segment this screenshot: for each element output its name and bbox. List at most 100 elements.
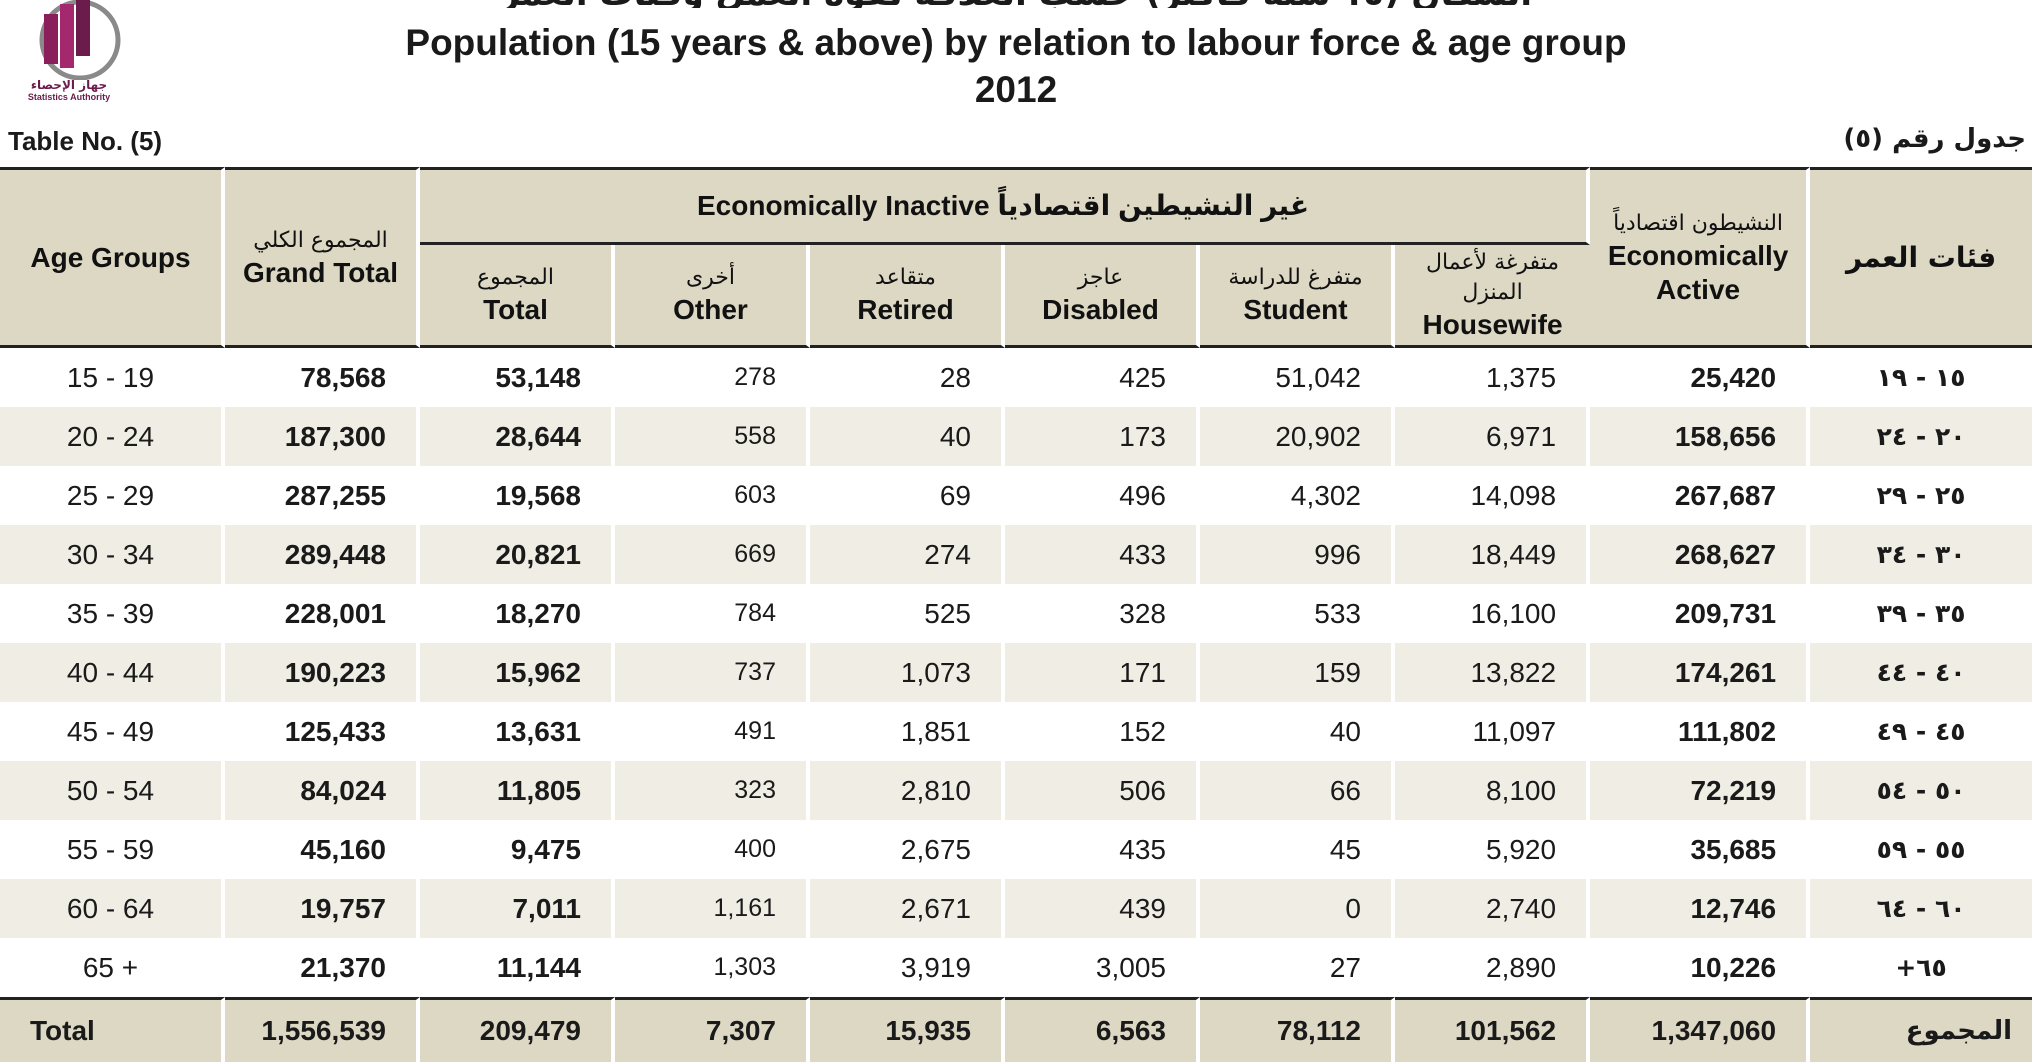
cell-age-group-ar: ٤٥ - ٤٩ xyxy=(1810,702,2032,761)
cell-student: 996 xyxy=(1200,525,1395,584)
totals-student: 78,112 xyxy=(1200,997,1395,1062)
cell-student: 51,042 xyxy=(1200,348,1395,407)
cell-age-group-ar: ٣٥ - ٣٩ xyxy=(1810,584,2032,643)
cell-disabled: 152 xyxy=(1005,702,1200,761)
cell-economically-active: 268,627 xyxy=(1590,525,1811,584)
totals-housewife: 101,562 xyxy=(1395,997,1591,1062)
cell-retired: 40 xyxy=(810,407,1005,466)
cell-age-group-ar: ٢٠ - ٢٤ xyxy=(1810,407,2032,466)
table-row: 25 - 29 287,255 19,568 603 69 496 4,302 14,098 2… xyxy=(0,466,2032,525)
cell-housewife: 1,375 xyxy=(1395,348,1591,407)
cell-disabled: 328 xyxy=(1005,584,1200,643)
cell-other: 558 xyxy=(615,407,810,466)
cell-student: 27 xyxy=(1200,938,1395,997)
cell-housewife: 2,890 xyxy=(1395,938,1591,997)
cell-retired: 2,675 xyxy=(810,820,1005,879)
cell-housewife: 6,971 xyxy=(1395,407,1591,466)
cell-housewife: 16,100 xyxy=(1395,584,1591,643)
table-row: 40 - 44 190,223 15,962 737 1,073 171 159 13,822… xyxy=(0,643,2032,702)
cell-total: 13,631 xyxy=(420,702,615,761)
cell-disabled: 506 xyxy=(1005,761,1200,820)
cell-total: 28,644 xyxy=(420,407,615,466)
table-number-ar: جدول رقم (٥) xyxy=(1843,124,2026,154)
cell-grand-total: 190,223 xyxy=(225,643,420,702)
col-header-age-groups-ar: فئات العمر xyxy=(1810,167,2032,348)
cell-grand-total: 21,370 xyxy=(225,938,420,997)
totals-label-ar: المجموع xyxy=(1810,997,2032,1062)
cell-student: 159 xyxy=(1200,643,1395,702)
cell-grand-total: 187,300 xyxy=(225,407,420,466)
table-row: 30 - 34 289,448 20,821 669 274 433 996 18,449 26… xyxy=(0,525,2032,584)
cell-grand-total: 84,024 xyxy=(225,761,420,820)
cell-economically-active: 25,420 xyxy=(1590,348,1811,407)
cell-economically-active: 174,261 xyxy=(1590,643,1811,702)
cell-age-group: 65 + xyxy=(0,938,225,997)
cell-retired: 2,671 xyxy=(810,879,1005,938)
cell-other: 1,303 xyxy=(615,938,810,997)
cell-total: 18,270 xyxy=(420,584,615,643)
cell-age-group-ar: ٥٥ - ٥٩ xyxy=(1810,820,2032,879)
cell-grand-total: 78,568 xyxy=(225,348,420,407)
cell-disabled: 439 xyxy=(1005,879,1200,938)
cell-disabled: 433 xyxy=(1005,525,1200,584)
cell-other: 323 xyxy=(615,761,810,820)
cell-total: 20,821 xyxy=(420,525,615,584)
cell-economically-active: 158,656 xyxy=(1590,407,1811,466)
cell-economically-active: 35,685 xyxy=(1590,820,1811,879)
population-table: Age Groups المجموع الكلي Grand Total Eco… xyxy=(0,167,2032,1062)
cell-age-group: 20 - 24 xyxy=(0,407,225,466)
cell-age-group-ar: ٤٠ - ٤٤ xyxy=(1810,643,2032,702)
cell-housewife: 8,100 xyxy=(1395,761,1591,820)
cell-age-group: 60 - 64 xyxy=(0,879,225,938)
table-row: 50 - 54 84,024 11,805 323 2,810 506 66 8,100 72,… xyxy=(0,761,2032,820)
table-body: 15 - 19 78,568 53,148 278 28 425 51,042 1,375 25… xyxy=(0,348,2032,997)
totals-total: 209,479 xyxy=(420,997,615,1062)
cell-grand-total: 19,757 xyxy=(225,879,420,938)
cell-economically-active: 267,687 xyxy=(1590,466,1811,525)
logo-label-ar: جهاز الإحصاء xyxy=(30,78,108,92)
table-row: 55 - 59 45,160 9,475 400 2,675 435 45 5,920 35,6… xyxy=(0,820,2032,879)
cell-housewife: 14,098 xyxy=(1395,466,1591,525)
totals-retired: 15,935 xyxy=(810,997,1005,1062)
cell-grand-total: 287,255 xyxy=(225,466,420,525)
col-header-age-groups: Age Groups xyxy=(0,167,225,348)
cell-student: 40 xyxy=(1200,702,1395,761)
cell-age-group: 25 - 29 xyxy=(0,466,225,525)
cell-retired: 3,919 xyxy=(810,938,1005,997)
table-row: 35 - 39 228,001 18,270 784 525 328 533 16,100 20… xyxy=(0,584,2032,643)
col-header-other: أخرى Other xyxy=(615,245,810,348)
cell-housewife: 18,449 xyxy=(1395,525,1591,584)
table-row: 65 +21,370 11,144 1,303 3,919 3,005 27 2,890 10… xyxy=(0,938,2032,997)
cell-retired: 69 xyxy=(810,466,1005,525)
totals-active: 1,347,060 xyxy=(1590,997,1811,1062)
cell-age-group: 35 - 39 xyxy=(0,584,225,643)
cell-total: 15,962 xyxy=(420,643,615,702)
cell-economically-active: 12,746 xyxy=(1590,879,1811,938)
logo-label-en: Statistics Authority xyxy=(27,92,111,102)
statistics-authority-logo: جهاز الإحصاء Statistics Authority xyxy=(14,0,124,104)
cell-age-group-ar: ١٥ - ١٩ xyxy=(1810,348,2032,407)
cell-age-group-ar: ٥٠ - ٥٤ xyxy=(1810,761,2032,820)
cell-other: 491 xyxy=(615,702,810,761)
cell-retired: 28 xyxy=(810,348,1005,407)
totals-row: Total 1,556,539 209,479 7,307 15,935 6,5… xyxy=(0,997,2032,1062)
cell-retired: 2,810 xyxy=(810,761,1005,820)
cell-student: 533 xyxy=(1200,584,1395,643)
page-title: Population (15 years & above) by relatio… xyxy=(405,22,1627,63)
cell-age-group: 50 - 54 xyxy=(0,761,225,820)
cell-other: 400 xyxy=(615,820,810,879)
cell-student: 45 xyxy=(1200,820,1395,879)
cell-disabled: 3,005 xyxy=(1005,938,1200,997)
cell-housewife: 11,097 xyxy=(1395,702,1591,761)
cell-housewife: 13,822 xyxy=(1395,643,1591,702)
cell-other: 784 xyxy=(615,584,810,643)
cell-retired: 1,851 xyxy=(810,702,1005,761)
table-row: 15 - 19 78,568 53,148 278 28 425 51,042 1,375 25… xyxy=(0,348,2032,407)
cell-disabled: 173 xyxy=(1005,407,1200,466)
cell-total: 11,144 xyxy=(420,938,615,997)
cell-disabled: 425 xyxy=(1005,348,1200,407)
cell-age-group: 45 - 49 xyxy=(0,702,225,761)
cell-age-group-ar: ٦٥+ xyxy=(1810,938,2032,997)
cell-student: 20,902 xyxy=(1200,407,1395,466)
cell-age-group: 30 - 34 xyxy=(0,525,225,584)
